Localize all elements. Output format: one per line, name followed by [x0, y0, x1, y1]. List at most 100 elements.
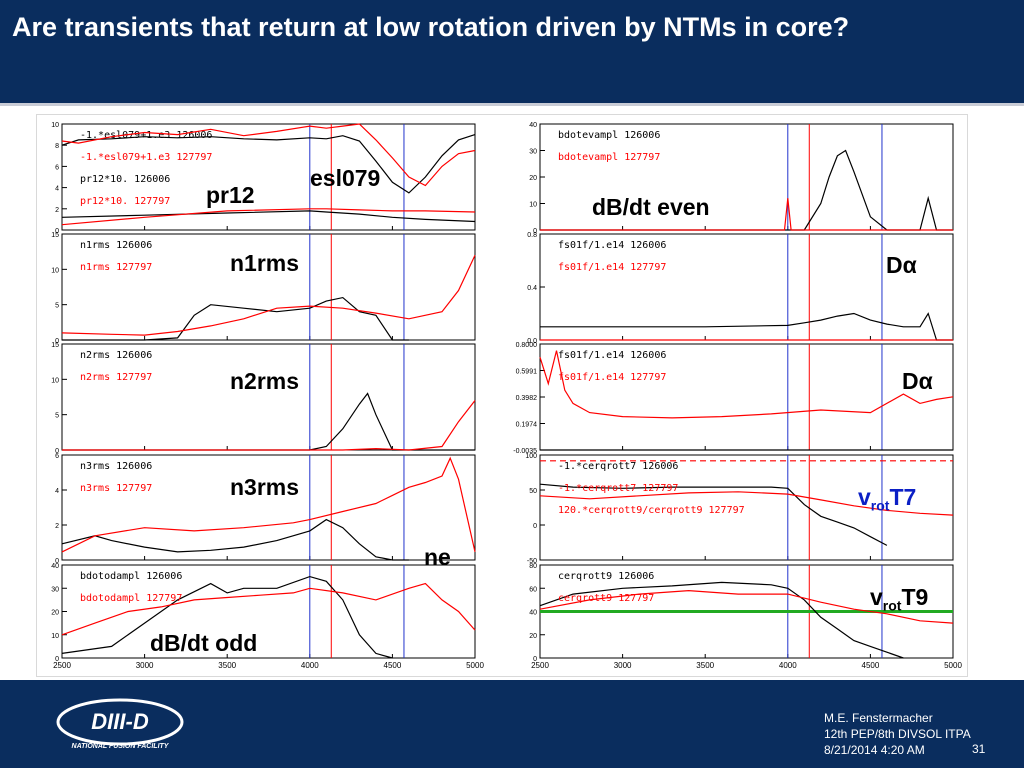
label-vrot-t9: vrotT9	[870, 584, 929, 614]
ytick-label-right-1-4: 40	[529, 122, 537, 129]
ytick-label-left-4-3: 6	[55, 453, 59, 460]
label-dalpha-1: Dα	[886, 252, 917, 278]
ytick-label-left-5-0: 0	[55, 656, 59, 663]
ytick-label-right-4-1: 0	[533, 523, 537, 530]
series-line-left-1-0	[61, 134, 476, 194]
legend-entry-right-1-0: bdotevampl 126006	[558, 130, 660, 141]
ytick-label-left-4-1: 2	[55, 523, 59, 530]
ytick-label-right-2-2: 0.8	[527, 232, 537, 239]
legend-entry-right-2-1: fs01f/1.e14 127797	[558, 262, 666, 273]
xtick-label-left-5-0: 2500	[53, 661, 71, 670]
series-line-left-2-0	[62, 296, 409, 341]
plot-figure: 0 2 4 6 8 10 -1.*esl079+1.e3 126006 -1.*esl079+…	[51, 122, 962, 670]
ytick-label-right-2-1: 0.4	[527, 285, 537, 292]
ytick-label-left-1-4: 8	[55, 143, 59, 150]
label-dbdt-even: dB/dt even	[592, 194, 710, 220]
label-pr12: pr12	[206, 182, 255, 208]
ytick-label-right-4-2: 50	[529, 488, 537, 495]
ytick-label-right-5-1: 20	[529, 633, 537, 640]
logo-name: DIII-D	[91, 709, 149, 734]
xtick-label-right-5-0: 2500	[531, 661, 549, 670]
ytick-label-right-3-1: 0.1974	[516, 422, 538, 429]
slide-title: Are transients that return at low rotati…	[12, 12, 850, 42]
legend-entry-right-4-0: -1.*cerqrott7 126006	[558, 461, 678, 472]
legend-entry-right-5-0: cerqrott9 126006	[558, 571, 654, 582]
ytick-label-left-2-0: 0	[55, 338, 59, 345]
xtick-label-right-5-1: 3000	[614, 661, 632, 670]
ytick-label-right-3-2: 0.3982	[516, 395, 538, 402]
xtick-label-right-5-3: 4000	[779, 661, 797, 670]
ytick-label-right-4-0: -50	[527, 558, 537, 565]
xtick-label-right-5-2: 3500	[696, 661, 714, 670]
diii-d-logo: DIII-D NATIONAL FUSION FACILITY	[56, 698, 184, 750]
label-vrot-t7: vrotT7	[858, 484, 917, 514]
ytick-label-right-5-2: 40	[529, 610, 537, 617]
legend-entry-left-1-1: -1.*esl079+1.e3 127797	[80, 152, 212, 163]
ytick-label-right-3-4: 0.8000	[516, 342, 538, 349]
series-line-right-4-1	[539, 491, 954, 516]
ytick-label-left-2-2: 10	[51, 267, 59, 274]
series-line-right-3-1	[539, 350, 954, 419]
legend-entry-right-1-1: bdotevampl 127797	[558, 152, 660, 163]
legend-entry-right-5-1: cerqrott9 127797	[558, 593, 654, 604]
ytick-label-left-2-1: 5	[55, 303, 59, 310]
xtick-label-left-5-2: 3500	[218, 661, 236, 670]
label-dalpha-2: Dα	[902, 368, 933, 394]
ytick-label-left-3-0: 0	[55, 448, 59, 455]
xtick-label-left-5-3: 4000	[301, 661, 319, 670]
ytick-label-left-3-1: 5	[55, 413, 59, 420]
ytick-label-left-3-2: 10	[51, 377, 59, 384]
legend-entry-left-1-3: pr12*10. 127797	[80, 196, 170, 207]
series-line-left-1-2	[61, 210, 476, 223]
ytick-label-left-5-4: 40	[51, 563, 59, 570]
footer-date: 8/21/2014 4:20 AM	[824, 743, 925, 757]
series-line-left-4-0	[61, 518, 409, 561]
xtick-label-right-5-5: 5000	[944, 661, 962, 670]
ytick-label-left-2-3: 15	[51, 232, 59, 239]
ytick-label-left-1-5: 10	[51, 122, 59, 129]
series-line-right-2-0	[540, 312, 953, 341]
label-ne: ne	[424, 544, 451, 570]
legend-entry-left-2-0: n1rms 126006	[80, 240, 152, 251]
label-n1rms: n1rms	[230, 250, 300, 276]
ytick-label-left-3-3: 15	[51, 342, 59, 349]
ytick-label-left-1-0: 0	[55, 228, 59, 235]
legend-entry-left-4-1: n3rms 127797	[80, 483, 152, 494]
panel-frame-right-2	[539, 233, 954, 341]
legend-entry-left-1-2: pr12*10. 126006	[80, 174, 170, 185]
ytick-label-left-4-2: 4	[55, 488, 59, 495]
legend-entry-left-5-0: bdotodampl 126006	[80, 571, 182, 582]
ytick-label-left-4-0: 0	[55, 558, 59, 565]
panel-frame-right-1	[539, 123, 954, 231]
panel-frame-left-3	[61, 343, 476, 451]
ytick-label-right-3-3: 0.5991	[516, 369, 538, 376]
panel-frame-right-4	[539, 454, 954, 561]
footer-author: M.E. Fenstermacher	[824, 711, 933, 725]
ytick-label-left-5-3: 30	[51, 586, 59, 593]
ytick-label-left-1-3: 6	[55, 164, 59, 171]
series-line-left-1-3	[61, 208, 476, 226]
ytick-label-right-4-3: 100	[525, 453, 537, 460]
series-line-left-1-1	[61, 123, 476, 187]
ytick-label-right-5-3: 60	[529, 586, 537, 593]
xtick-label-left-5-4: 4500	[384, 661, 402, 670]
ytick-label-left-1-1: 2	[55, 207, 59, 214]
series-line-right-5-1	[539, 589, 954, 624]
footer-text: M.E. Fenstermacher 12th PEP/8th DIVSOL I…	[824, 710, 971, 758]
ytick-label-right-5-4: 80	[529, 563, 537, 570]
label-dbdt-odd: dB/dt odd	[150, 630, 258, 656]
series-line-right-1-1	[540, 198, 953, 231]
title-bar: Are transients that return at low rotati…	[0, 0, 1024, 106]
ytick-label-right-1-1: 10	[529, 202, 537, 209]
series-line-left-4-1	[61, 456, 476, 553]
label-esl079: esl079	[310, 165, 381, 191]
label-n2rms: n2rms	[230, 368, 300, 394]
ytick-label-left-5-2: 20	[51, 610, 59, 617]
legend-entry-right-4-2: 120.*cerqrott9/cerqrott9 127797	[558, 505, 745, 516]
slide-number: 31	[972, 742, 986, 756]
logo-subtitle: NATIONAL FUSION FACILITY	[72, 743, 170, 750]
ytick-label-left-1-2: 4	[55, 186, 59, 193]
legend-entry-left-2-1: n1rms 127797	[80, 262, 152, 273]
ytick-label-right-1-0: 0	[533, 228, 537, 235]
legend-entry-right-3-0: fs01f/1.e14 126006	[558, 350, 666, 361]
